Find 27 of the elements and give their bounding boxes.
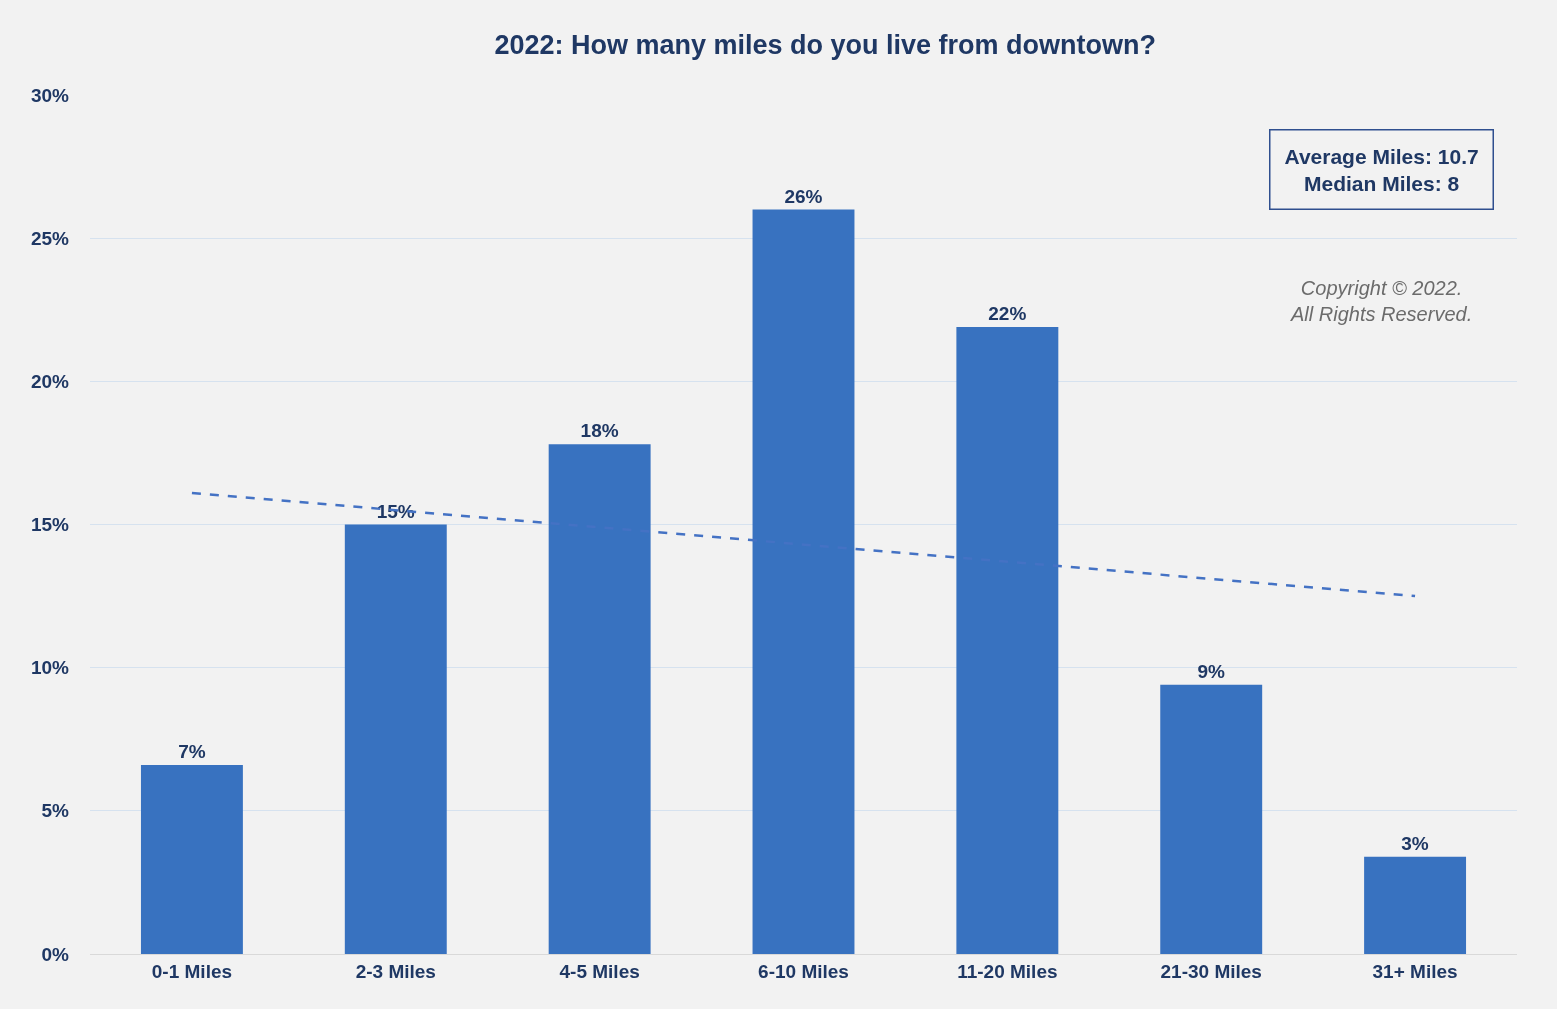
x-tick-label: 2-3 Miles (355, 960, 436, 982)
x-tick-label: 6-10 Miles (758, 960, 849, 982)
data-label: 7% (178, 741, 206, 763)
y-tick-label: 25% (30, 227, 70, 249)
y-tick-label: 15% (30, 514, 70, 536)
x-tick-label: 21-30 Miles (1160, 960, 1262, 982)
x-tick-label: 0-1 Miles (151, 960, 233, 982)
data-label: 9% (1197, 660, 1225, 682)
y-tick-label: 5% (41, 800, 70, 822)
bar (344, 524, 447, 954)
x-tick-label: 4-5 Miles (559, 960, 640, 982)
annotation: Copyright © 2022. All Rights Reserved. (1290, 277, 1473, 325)
chart-title: 2022: How many miles do you live from downtown? (494, 30, 1157, 61)
bar (140, 765, 243, 954)
data-label: 3% (1401, 832, 1429, 854)
y-tick-label: 10% (30, 657, 70, 679)
annotation: Average Miles: 10.7 Median Miles: 8 (1284, 144, 1479, 195)
bar (1364, 856, 1467, 954)
data-label: 18% (580, 420, 619, 442)
x-tick-label: 31+ Miles (1372, 960, 1458, 982)
x-tick-label: 11-20 Miles (957, 960, 1058, 982)
bar (1160, 684, 1263, 954)
y-tick-label: 30% (30, 84, 70, 106)
y-tick-label: 20% (30, 370, 70, 392)
data-label: 22% (988, 302, 1027, 324)
data-label: 26% (784, 185, 823, 207)
y-tick-label: 0% (41, 943, 70, 965)
